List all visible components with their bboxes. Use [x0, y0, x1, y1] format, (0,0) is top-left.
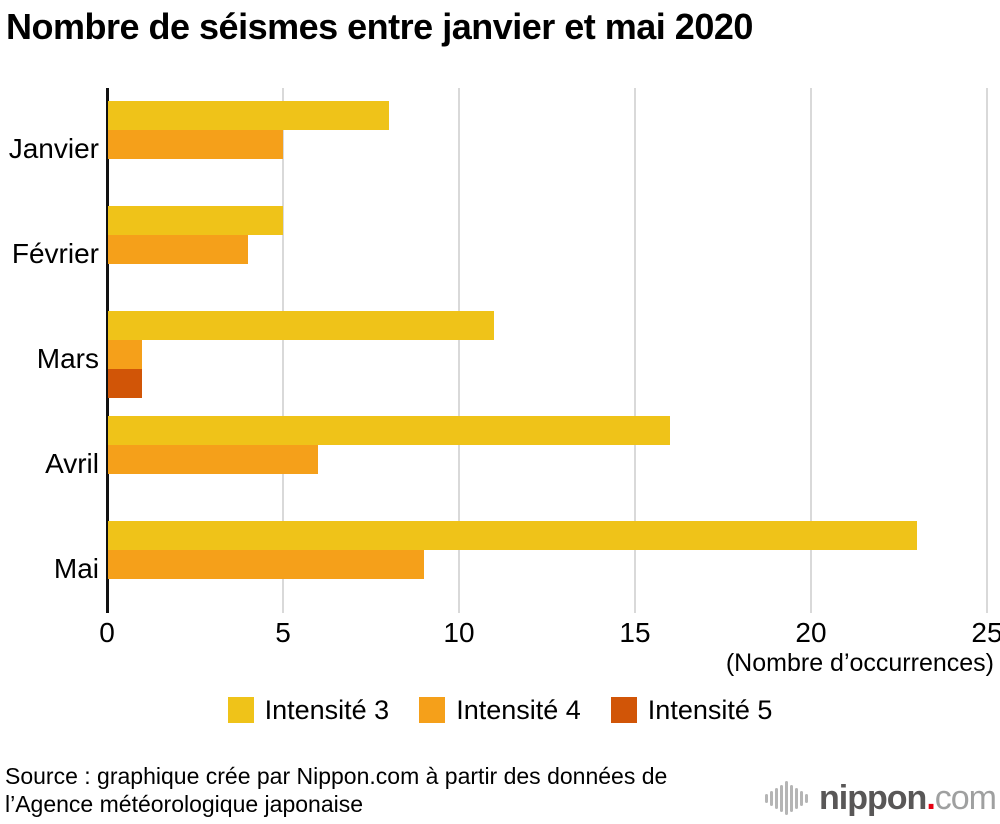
legend-item-intensité-5: Intensité 5: [610, 694, 773, 726]
legend: Intensité 3 Intensité 4 Intensité 5: [0, 694, 1000, 726]
category-label-janvier: Janvier: [8, 133, 99, 164]
bar-mars-intensité-4: [108, 340, 142, 369]
legend-swatch-icon: [610, 697, 637, 723]
chart-title: Nombre de séismes entre janvier et mai 2…: [6, 6, 753, 47]
x-tick-label-15: 15: [619, 617, 651, 648]
bar-mai-intensité-4: [108, 550, 424, 579]
category-label-mai: Mai: [53, 553, 99, 584]
bar-mars-intensité-3: [108, 311, 494, 340]
category-label-février: Février: [11, 238, 99, 269]
y-axis-line: [106, 88, 109, 613]
x-tick-label-5: 5: [275, 617, 291, 648]
x-tick-label-0: 0: [99, 617, 115, 648]
nippon-logo: nippon.com: [765, 774, 997, 822]
bar-février-intensité-3: [108, 206, 283, 235]
gridline-10: [458, 88, 460, 613]
waveform-icon: [765, 781, 810, 815]
gridline-25: [986, 88, 988, 613]
logo-name: nippon: [819, 778, 927, 817]
bar-janvier-intensité-4: [108, 130, 283, 159]
logo-dot: .: [926, 778, 936, 817]
gridline-15: [634, 88, 636, 613]
x-tick-label-20: 20: [795, 617, 827, 648]
legend-label: Intensité 3: [264, 694, 390, 725]
x-tick-label-25: 25: [971, 617, 1000, 648]
bar-janvier-intensité-3: [108, 101, 389, 130]
bar-avril-intensité-3: [108, 416, 670, 445]
logo-tld: com: [934, 778, 997, 817]
x-axis-label: (Nombre d’occurrences): [725, 649, 994, 677]
bar-février-intensité-4: [108, 235, 248, 264]
gridline-5: [282, 88, 284, 613]
legend-swatch-icon: [419, 697, 446, 723]
bar-mars-intensité-5: [108, 369, 142, 398]
legend-label: Intensité 5: [647, 694, 773, 725]
category-label-mars: Mars: [36, 343, 99, 374]
category-label-avril: Avril: [45, 448, 99, 479]
x-axis-ticks: 0 5 10 15 20 25: [0, 616, 1000, 650]
x-tick-label-10: 10: [443, 617, 475, 648]
legend-item-intensité-4: Intensité 4: [419, 695, 581, 726]
legend-item-intensité-3: Intensité 3: [227, 694, 390, 726]
bar-mai-intensité-3: [108, 521, 917, 550]
plot-area: Janvier Février Mars Avril Mai: [0, 88, 1000, 613]
source-line-2: l’Agence météorologique japonaise: [5, 791, 364, 817]
nippon-wordmark: nippon.com: [819, 778, 997, 818]
legend-swatch-icon: [227, 697, 254, 723]
gridline-20: [810, 88, 812, 613]
bar-avril-intensité-4: [108, 445, 318, 474]
legend-label: Intensité 4: [456, 694, 581, 725]
source-note: Source : graphique crée par Nippon.com à…: [5, 762, 667, 818]
source-line-1: Source : graphique crée par Nippon.com à…: [5, 763, 668, 789]
